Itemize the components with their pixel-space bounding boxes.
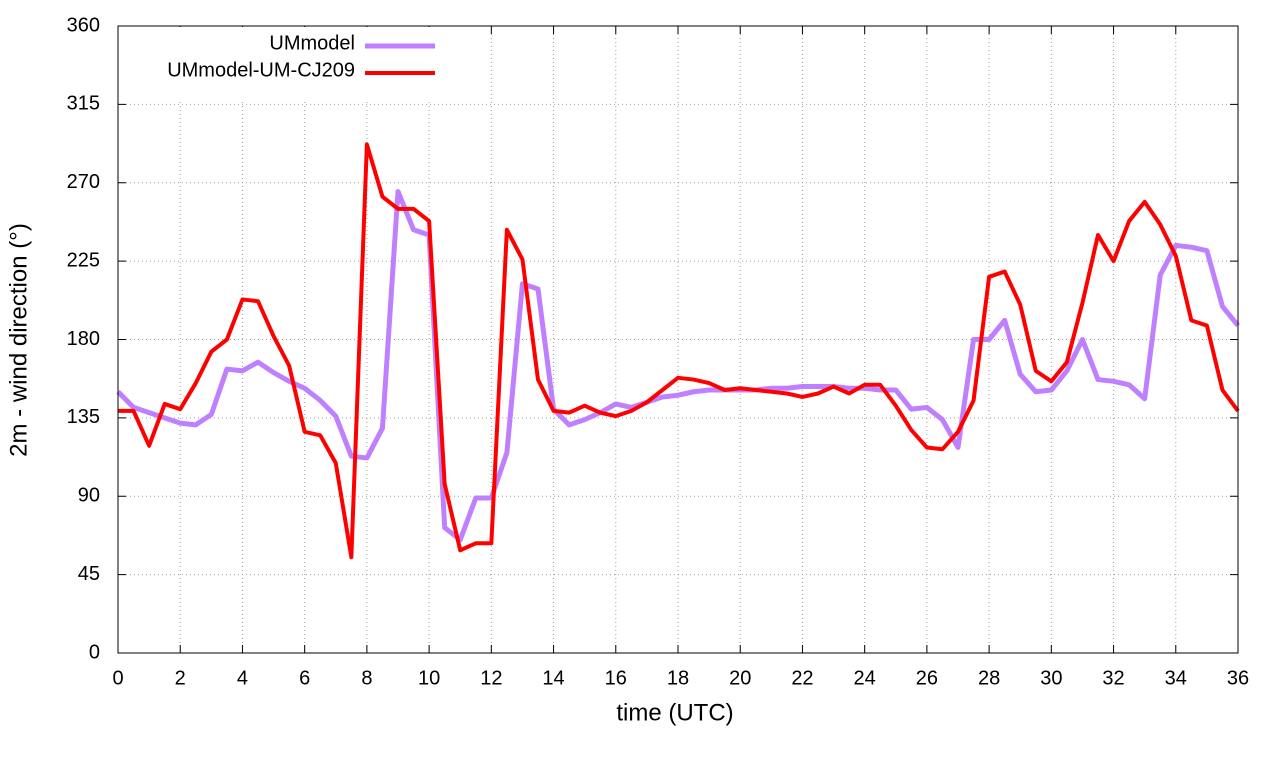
x-tick-label: 24 bbox=[854, 667, 876, 689]
y-tick-label: 135 bbox=[67, 406, 100, 428]
y-tick-label: 360 bbox=[67, 14, 100, 36]
x-tick-label: 20 bbox=[729, 667, 751, 689]
y-axis-label: 2m - wind direction (°) bbox=[5, 223, 32, 457]
x-tick-label: 26 bbox=[916, 667, 938, 689]
y-tick-label: 315 bbox=[67, 93, 100, 115]
x-tick-label: 22 bbox=[791, 667, 813, 689]
x-tick-label: 0 bbox=[112, 667, 123, 689]
x-tick-label: 12 bbox=[480, 667, 502, 689]
y-tick-label: 225 bbox=[67, 249, 100, 271]
x-tick-label: 10 bbox=[418, 667, 440, 689]
series-line bbox=[118, 142, 1240, 560]
y-tick-label: 180 bbox=[67, 328, 100, 350]
x-tick-label: 30 bbox=[1040, 667, 1062, 689]
x-tick-label: 2 bbox=[175, 667, 186, 689]
y-tick-label: 270 bbox=[67, 171, 100, 193]
y-tick-label: 45 bbox=[78, 563, 100, 585]
x-tick-label: 8 bbox=[361, 667, 372, 689]
x-tick-label: 32 bbox=[1102, 667, 1124, 689]
legend-label: UMmodel-UM-CJ209 bbox=[167, 59, 355, 81]
x-tick-label: 6 bbox=[299, 667, 310, 689]
plot-frame bbox=[117, 25, 1239, 654]
y-tick-label: 0 bbox=[89, 641, 100, 663]
x-tick-label: 14 bbox=[542, 667, 564, 689]
y-tick-label: 90 bbox=[78, 485, 100, 507]
x-tick-label: 28 bbox=[978, 667, 1000, 689]
legend-box bbox=[119, 27, 448, 101]
x-tick-label: 4 bbox=[237, 667, 248, 689]
x-tick-label: 16 bbox=[605, 667, 627, 689]
x-tick-label: 18 bbox=[667, 667, 689, 689]
x-axis-label: time (UTC) bbox=[616, 699, 733, 726]
x-tick-label: 34 bbox=[1165, 667, 1187, 689]
x-tick-label: 36 bbox=[1227, 667, 1249, 689]
series-line bbox=[116, 188, 1240, 543]
legend-label: UMmodel bbox=[269, 32, 355, 54]
